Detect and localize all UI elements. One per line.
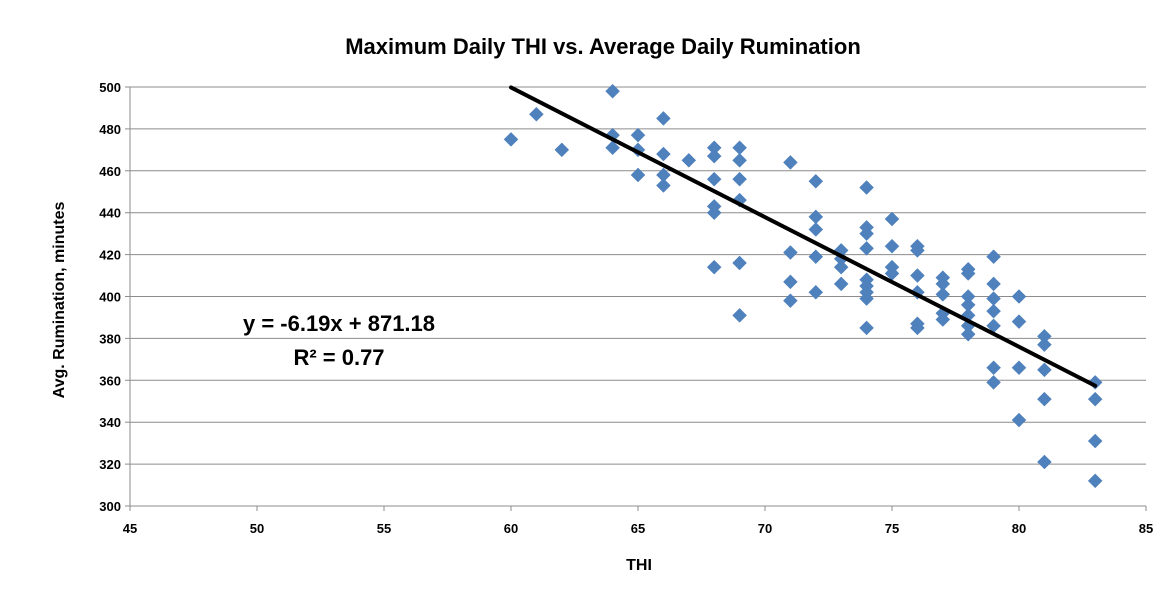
data-point: [1087, 473, 1103, 489]
data-point: [986, 291, 1001, 306]
data-point: [706, 259, 722, 275]
y-tick-label: 380: [99, 331, 121, 346]
data-point: [808, 209, 824, 225]
data-point: [554, 142, 570, 158]
data-point: [656, 111, 671, 126]
x-tick-label: 65: [631, 521, 645, 536]
data-point: [808, 222, 824, 237]
x-tick-label: 75: [885, 521, 899, 536]
data-point: [1087, 433, 1103, 449]
y-tick-label: 300: [99, 499, 121, 514]
chart-title: Maximum Daily THI vs. Average Daily Rumi…: [345, 34, 861, 59]
data-point: [884, 238, 900, 254]
trendline: [509, 85, 1098, 388]
data-point: [1011, 360, 1027, 376]
data-point: [935, 312, 951, 327]
data-point: [732, 140, 747, 156]
x-tick-label: 45: [123, 521, 137, 536]
y-tick-label: 460: [99, 164, 121, 179]
trendline-r-squared: R² = 0.77: [293, 345, 384, 370]
y-tick-label: 440: [99, 206, 121, 221]
data-point: [783, 155, 798, 170]
data-point: [732, 171, 747, 187]
data-point: [986, 249, 1001, 265]
data-point: [706, 148, 722, 164]
x-tick-label: 80: [1012, 521, 1026, 536]
data-point: [986, 276, 1001, 292]
data-point: [605, 83, 620, 99]
x-tick-label: 70: [758, 521, 772, 536]
data-point: [630, 127, 646, 143]
data-point: [1011, 289, 1027, 304]
data-point: [630, 167, 646, 183]
data-point: [1037, 454, 1052, 470]
data-point: [783, 293, 798, 309]
data-point: [732, 308, 747, 323]
y-tick-label: 500: [99, 80, 121, 95]
data-point: [656, 178, 671, 193]
data-point: [783, 245, 798, 260]
data-point: [808, 284, 824, 300]
data-point: [859, 180, 874, 195]
data-point: [783, 274, 798, 290]
data-point: [859, 226, 874, 242]
trendline-group: [509, 85, 1098, 388]
data-point: [833, 259, 849, 275]
x-axis-label: THI: [626, 557, 652, 574]
data-point: [732, 255, 747, 271]
data-point: [529, 106, 544, 122]
data-points: [503, 83, 1103, 489]
trendline-equation: y = -6.19x + 871.18: [243, 311, 435, 336]
data-point: [1037, 391, 1052, 407]
data-point: [986, 303, 1001, 319]
y-tick-label: 360: [99, 373, 121, 388]
y-tick-label: 320: [99, 457, 121, 472]
data-point: [808, 249, 824, 265]
y-tick-label: 400: [99, 290, 121, 305]
data-point: [960, 266, 976, 281]
data-point: [605, 140, 620, 156]
data-point: [681, 152, 697, 168]
data-point: [808, 173, 824, 189]
data-point: [1011, 412, 1027, 428]
data-point: [910, 268, 925, 283]
data-point: [732, 152, 747, 168]
data-point: [859, 291, 874, 306]
y-tick-label: 480: [99, 122, 121, 137]
data-point: [859, 320, 874, 336]
y-tick-label: 420: [99, 248, 121, 263]
data-point: [960, 326, 976, 342]
data-point: [986, 375, 1001, 390]
data-point: [833, 276, 849, 292]
data-point: [706, 171, 722, 187]
data-point: [503, 132, 519, 147]
data-point: [1037, 362, 1052, 378]
data-point: [910, 320, 925, 336]
data-point: [656, 146, 671, 162]
data-point: [935, 287, 951, 302]
data-point: [884, 211, 900, 227]
data-point: [1087, 391, 1103, 407]
data-point: [1037, 337, 1052, 353]
data-point: [706, 205, 722, 221]
x-tick-label: 50: [250, 521, 264, 536]
data-point: [986, 360, 1001, 376]
data-point: [910, 243, 925, 258]
y-tick-label: 340: [99, 415, 121, 430]
x-tick-label: 60: [504, 521, 518, 536]
data-point: [1011, 314, 1027, 329]
data-point: [859, 240, 874, 256]
x-tick-label: 55: [377, 521, 391, 536]
x-tick-label: 85: [1139, 521, 1153, 536]
axes: 300 320 340 360 380 400 420 440 460 480 500 45 50 55 6…: [99, 80, 1153, 536]
y-axis-label: Avg. Rumination, minutes: [51, 202, 68, 399]
